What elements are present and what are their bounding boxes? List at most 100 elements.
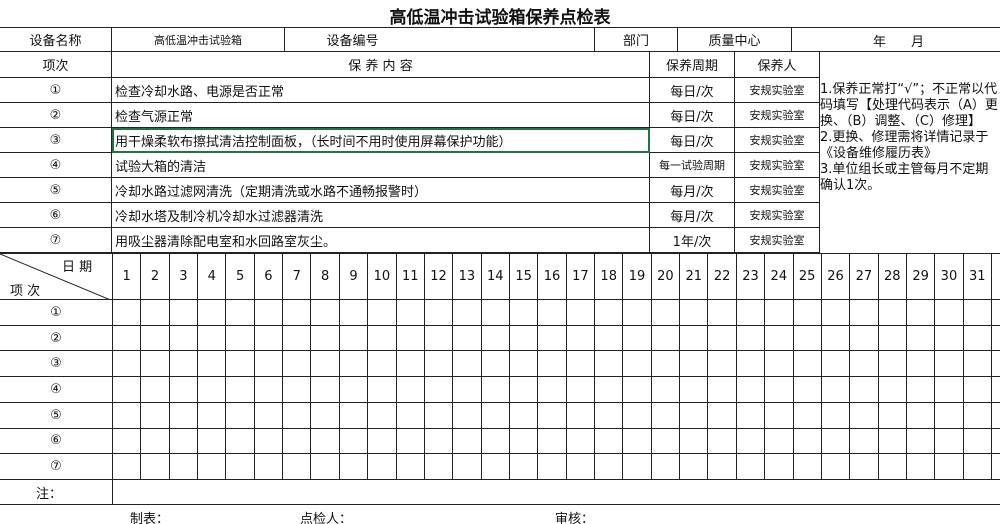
- check-cell: [793, 428, 822, 455]
- check-cell: [793, 300, 822, 326]
- check-cell: [708, 351, 737, 378]
- check-cell: [226, 351, 255, 378]
- check-cell: [169, 300, 199, 326]
- check-cell: [878, 428, 907, 455]
- check-cell: [198, 402, 227, 429]
- check-cell: [254, 428, 284, 455]
- check-cell: [198, 454, 227, 480]
- check-cell: [623, 454, 652, 480]
- check-cell: [113, 377, 142, 403]
- check-cell: [396, 351, 425, 378]
- day-header: 3: [169, 253, 199, 300]
- check-cell: [538, 454, 567, 480]
- check-cell: [906, 428, 936, 455]
- date-label: 日 期: [62, 260, 93, 275]
- check-cell: [935, 325, 964, 352]
- check-cell: [708, 300, 737, 326]
- check-cell: [538, 325, 567, 352]
- item-no: ①: [0, 78, 112, 103]
- row-label: ②: [0, 325, 113, 352]
- footer-label: 审核：: [555, 512, 595, 524]
- check-cell: [368, 428, 397, 455]
- check-cell: [453, 377, 482, 403]
- check-cell: [453, 351, 482, 378]
- check-cell: [453, 402, 482, 429]
- check-cell: [169, 428, 199, 455]
- check-cell: [113, 454, 142, 480]
- row-label: ⑦: [0, 454, 113, 480]
- check-cell: [765, 402, 794, 429]
- check-cell: [311, 300, 340, 326]
- check-cell: [793, 402, 822, 429]
- check-cell: [680, 351, 709, 378]
- label: 设备编号: [285, 27, 420, 52]
- check-cell: [481, 454, 510, 480]
- item-content: 试验大箱的清洁: [112, 153, 650, 178]
- check-cell: [396, 300, 425, 326]
- day-header: 1: [113, 253, 142, 300]
- check-cell: [254, 351, 284, 378]
- item-person: 安规实验室: [735, 203, 820, 228]
- blank: [992, 326, 1000, 352]
- check-cell: [424, 351, 454, 378]
- check-cell: [169, 325, 199, 352]
- corner-cell: [0, 253, 113, 300]
- check-cell: [935, 454, 964, 480]
- check-cell: [821, 454, 851, 480]
- check-cell: [113, 402, 142, 429]
- day-header: 24: [765, 253, 794, 300]
- check-cell: [141, 402, 170, 429]
- item-person: 安规实验室: [735, 178, 820, 203]
- check-cell: [283, 325, 312, 352]
- check-cell: [821, 325, 851, 352]
- check-cell: [254, 454, 284, 480]
- check-cell: [736, 325, 766, 352]
- check-cell: [113, 351, 142, 378]
- check-cell: [680, 377, 709, 403]
- item-period: 每一试验周期: [650, 153, 735, 178]
- check-cell: [850, 377, 879, 403]
- note: 2.更换、修理需将详情记录于《设备维修履历表》: [820, 130, 989, 161]
- check-cell: [708, 402, 737, 429]
- check-cell: [509, 351, 539, 378]
- value-cell: [420, 27, 595, 52]
- check-cell: [736, 351, 766, 378]
- check-cell: [396, 377, 425, 403]
- check-cell: [595, 325, 624, 352]
- day-header: 4: [198, 253, 227, 300]
- check-cell: [566, 377, 596, 403]
- item-no: ⑤: [0, 178, 112, 203]
- check-cell: [424, 325, 454, 352]
- check-cell: [481, 402, 510, 429]
- check-cell: [878, 300, 907, 326]
- check-cell: [680, 402, 709, 429]
- check-cell: [169, 351, 199, 378]
- day-header: 18: [595, 253, 624, 300]
- check-cell: [198, 351, 227, 378]
- check-cell: [311, 377, 340, 403]
- check-cell: [963, 454, 992, 480]
- check-cell: [906, 454, 936, 480]
- check-cell: [509, 454, 539, 480]
- note: 3.单位组长或主管每月不定期确认1次。: [820, 162, 989, 193]
- check-cell: [906, 325, 936, 352]
- check-cell: [850, 402, 879, 429]
- check-cell: [963, 351, 992, 378]
- row-label: ③: [0, 351, 113, 378]
- check-cell: [651, 300, 681, 326]
- value: 质量中心: [678, 27, 792, 52]
- check-cell: [509, 377, 539, 403]
- check-cell: [793, 325, 822, 352]
- item-content: 用吸尘器清除配电室和水回路室灰尘。: [112, 228, 650, 253]
- item-person: 安规实验室: [735, 78, 820, 103]
- check-cell: [169, 402, 199, 429]
- check-cell: [141, 377, 170, 403]
- check-cell: [878, 454, 907, 480]
- check-cell: [368, 402, 397, 429]
- check-cell: [481, 325, 510, 352]
- check-cell: [765, 454, 794, 480]
- check-cell: [566, 402, 596, 429]
- row-label: ⑥: [0, 428, 113, 455]
- check-cell: [623, 402, 652, 429]
- check-cell: [623, 325, 652, 352]
